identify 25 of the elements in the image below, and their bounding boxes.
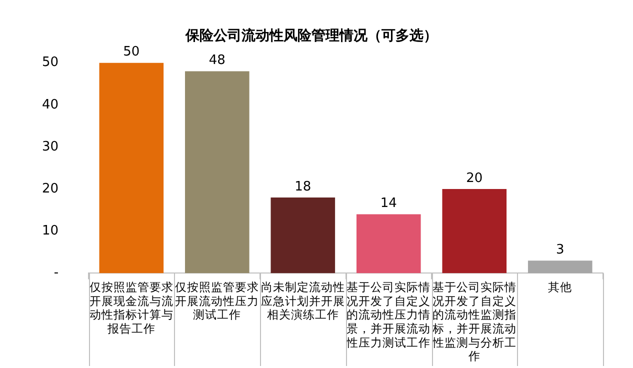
y-tick-label: - bbox=[54, 266, 59, 281]
bar bbox=[185, 71, 250, 274]
x-tick-label: 仅按照监管要求开展现金流与流动性指标计算与报告工作 bbox=[89, 280, 174, 336]
data-label: 50 bbox=[123, 44, 140, 60]
y-tick-label: 50 bbox=[42, 55, 59, 70]
x-tick-label: 尚未制定流动性应急计划并开展相关演练工作 bbox=[260, 280, 345, 322]
x-tick-label: 基于公司实际情况开发了自定义的流动性压力情景，并开展流动性压力测试工作 bbox=[346, 280, 431, 350]
y-tick-label: 40 bbox=[42, 97, 59, 112]
bar bbox=[99, 62, 164, 274]
chart-title: 保险公司流动性风险管理情况（可多选） bbox=[184, 27, 438, 44]
y-tick-label: 20 bbox=[42, 181, 59, 196]
data-label: 3 bbox=[556, 242, 564, 258]
bar bbox=[528, 260, 592, 274]
data-label: 20 bbox=[466, 170, 483, 186]
data-label: 14 bbox=[380, 196, 397, 212]
bar bbox=[356, 214, 421, 274]
data-label: 48 bbox=[208, 53, 226, 68]
x-tick-label: 其他 bbox=[548, 280, 572, 294]
x-tick-label: 基于公司实际情况开发了自定义的流动性监测指标，并开展流动性监测与分析工作 bbox=[431, 280, 516, 364]
x-tick-label: 仅按照监管要求开展流动性压力测试工作 bbox=[175, 280, 260, 322]
bar bbox=[270, 197, 336, 274]
data-label: 18 bbox=[294, 179, 312, 194]
y-tick-label: 10 bbox=[42, 223, 59, 238]
y-tick-label: 30 bbox=[42, 139, 59, 154]
bar bbox=[442, 189, 507, 274]
